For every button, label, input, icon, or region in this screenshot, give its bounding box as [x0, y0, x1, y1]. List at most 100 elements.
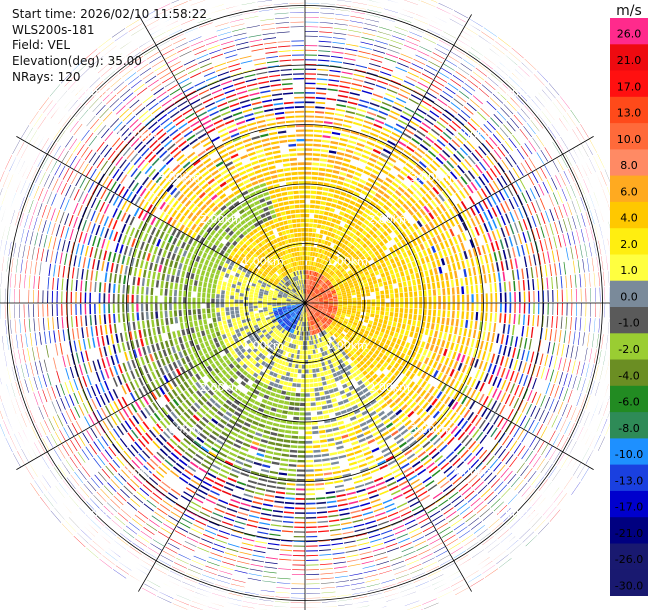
velocity-gate — [326, 197, 333, 202]
velocity-gate — [228, 419, 236, 425]
velocity-gate — [537, 315, 540, 327]
velocity-gate — [307, 312, 309, 317]
velocity-gate — [589, 273, 591, 287]
velocity-gate — [415, 85, 426, 93]
velocity-gate — [328, 298, 333, 301]
velocity-gate — [320, 439, 327, 443]
velocity-gate — [353, 523, 365, 528]
velocity-gate — [372, 414, 380, 421]
velocity-gate — [322, 366, 327, 371]
velocity-gate — [424, 357, 430, 365]
velocity-gate — [323, 125, 333, 129]
velocity-gate — [560, 155, 568, 168]
velocity-gate — [392, 321, 397, 327]
velocity-gate — [330, 279, 336, 284]
velocity-gate — [337, 498, 347, 502]
velocity-gate — [336, 271, 342, 276]
velocity-gate — [305, 302, 310, 303]
velocity-gate — [322, 130, 332, 134]
velocity-gate — [570, 275, 572, 288]
velocity-gate — [327, 275, 332, 280]
velocity-gate — [398, 157, 407, 164]
velocity-gate — [356, 356, 362, 362]
velocity-gate — [509, 259, 514, 270]
velocity-gate — [449, 255, 455, 263]
velocity-gate — [461, 286, 465, 295]
velocity-gate — [413, 266, 419, 273]
velocity-gate — [316, 501, 327, 505]
velocity-gate — [322, 310, 327, 314]
velocity-gate — [222, 464, 232, 470]
velocity-gate — [334, 566, 347, 569]
velocity-gate — [339, 137, 348, 142]
velocity-gate — [342, 279, 347, 284]
velocity-gate — [391, 181, 399, 188]
velocity-gate — [327, 88, 338, 92]
velocity-gate — [349, 135, 358, 140]
velocity-gate — [313, 329, 317, 335]
velocity-gate — [444, 211, 451, 220]
velocity-gate — [310, 315, 314, 321]
velocity-gate — [478, 64, 490, 73]
velocity-gate — [394, 569, 408, 575]
velocity-gate — [369, 236, 375, 243]
velocity-gate — [357, 390, 364, 397]
velocity-gate — [577, 145, 585, 160]
velocity-gate — [369, 63, 381, 68]
velocity-gate — [306, 597, 321, 599]
velocity-gate — [339, 390, 345, 395]
velocity-gate — [478, 393, 485, 404]
velocity-gate — [586, 379, 591, 394]
velocity-gate — [275, 413, 282, 418]
velocity-gate — [487, 77, 499, 87]
velocity-gate — [352, 269, 358, 275]
velocity-gate — [305, 293, 307, 299]
velocity-gate — [386, 325, 391, 331]
velocity-gate — [293, 545, 305, 547]
velocity-gate — [360, 129, 370, 134]
velocity-gate — [453, 583, 467, 591]
velocity-gate — [353, 282, 359, 287]
velocity-gate — [240, 472, 250, 477]
velocity-gate — [327, 159, 335, 164]
velocity-gate — [407, 349, 413, 356]
velocity-gate — [323, 295, 328, 298]
velocity-gate — [308, 297, 313, 301]
velocity-gate — [335, 13, 350, 16]
velocity-gate — [228, 503, 239, 509]
velocity-gate — [305, 412, 311, 416]
velocity-gate — [336, 289, 341, 293]
velocity-gate — [346, 407, 353, 413]
velocity-gate — [265, 340, 270, 345]
velocity-gate — [378, 136, 388, 142]
velocity-gate — [349, 250, 355, 256]
velocity-gate — [135, 567, 148, 576]
velocity-gate — [283, 341, 288, 346]
velocity-gate — [340, 340, 345, 345]
velocity-gate — [248, 514, 260, 519]
velocity-gate — [310, 280, 314, 286]
velocity-gate — [398, 266, 403, 272]
velocity-gate — [303, 317, 305, 322]
velocity-gate — [404, 303, 409, 308]
velocity-gate — [102, 555, 115, 565]
velocity-gate — [565, 247, 569, 261]
velocity-gate — [314, 209, 320, 214]
velocity-gate — [340, 379, 346, 385]
velocity-gate — [347, 189, 355, 195]
velocity-gate — [549, 448, 557, 461]
velocity-gate — [255, 411, 263, 417]
velocity-gate — [408, 234, 415, 241]
velocity-gate — [516, 246, 521, 257]
velocity-gate — [344, 246, 349, 251]
velocity-gate — [389, 402, 396, 409]
velocity-gate — [331, 422, 338, 427]
velocity-gate — [400, 153, 410, 161]
velocity-gate — [385, 476, 395, 483]
velocity-gate — [397, 17, 412, 23]
velocity-gate — [388, 442, 397, 449]
velocity-gate — [547, 303, 549, 315]
velocity-gate — [172, 566, 185, 573]
velocity-gate — [375, 230, 382, 236]
velocity-gate — [323, 250, 328, 256]
